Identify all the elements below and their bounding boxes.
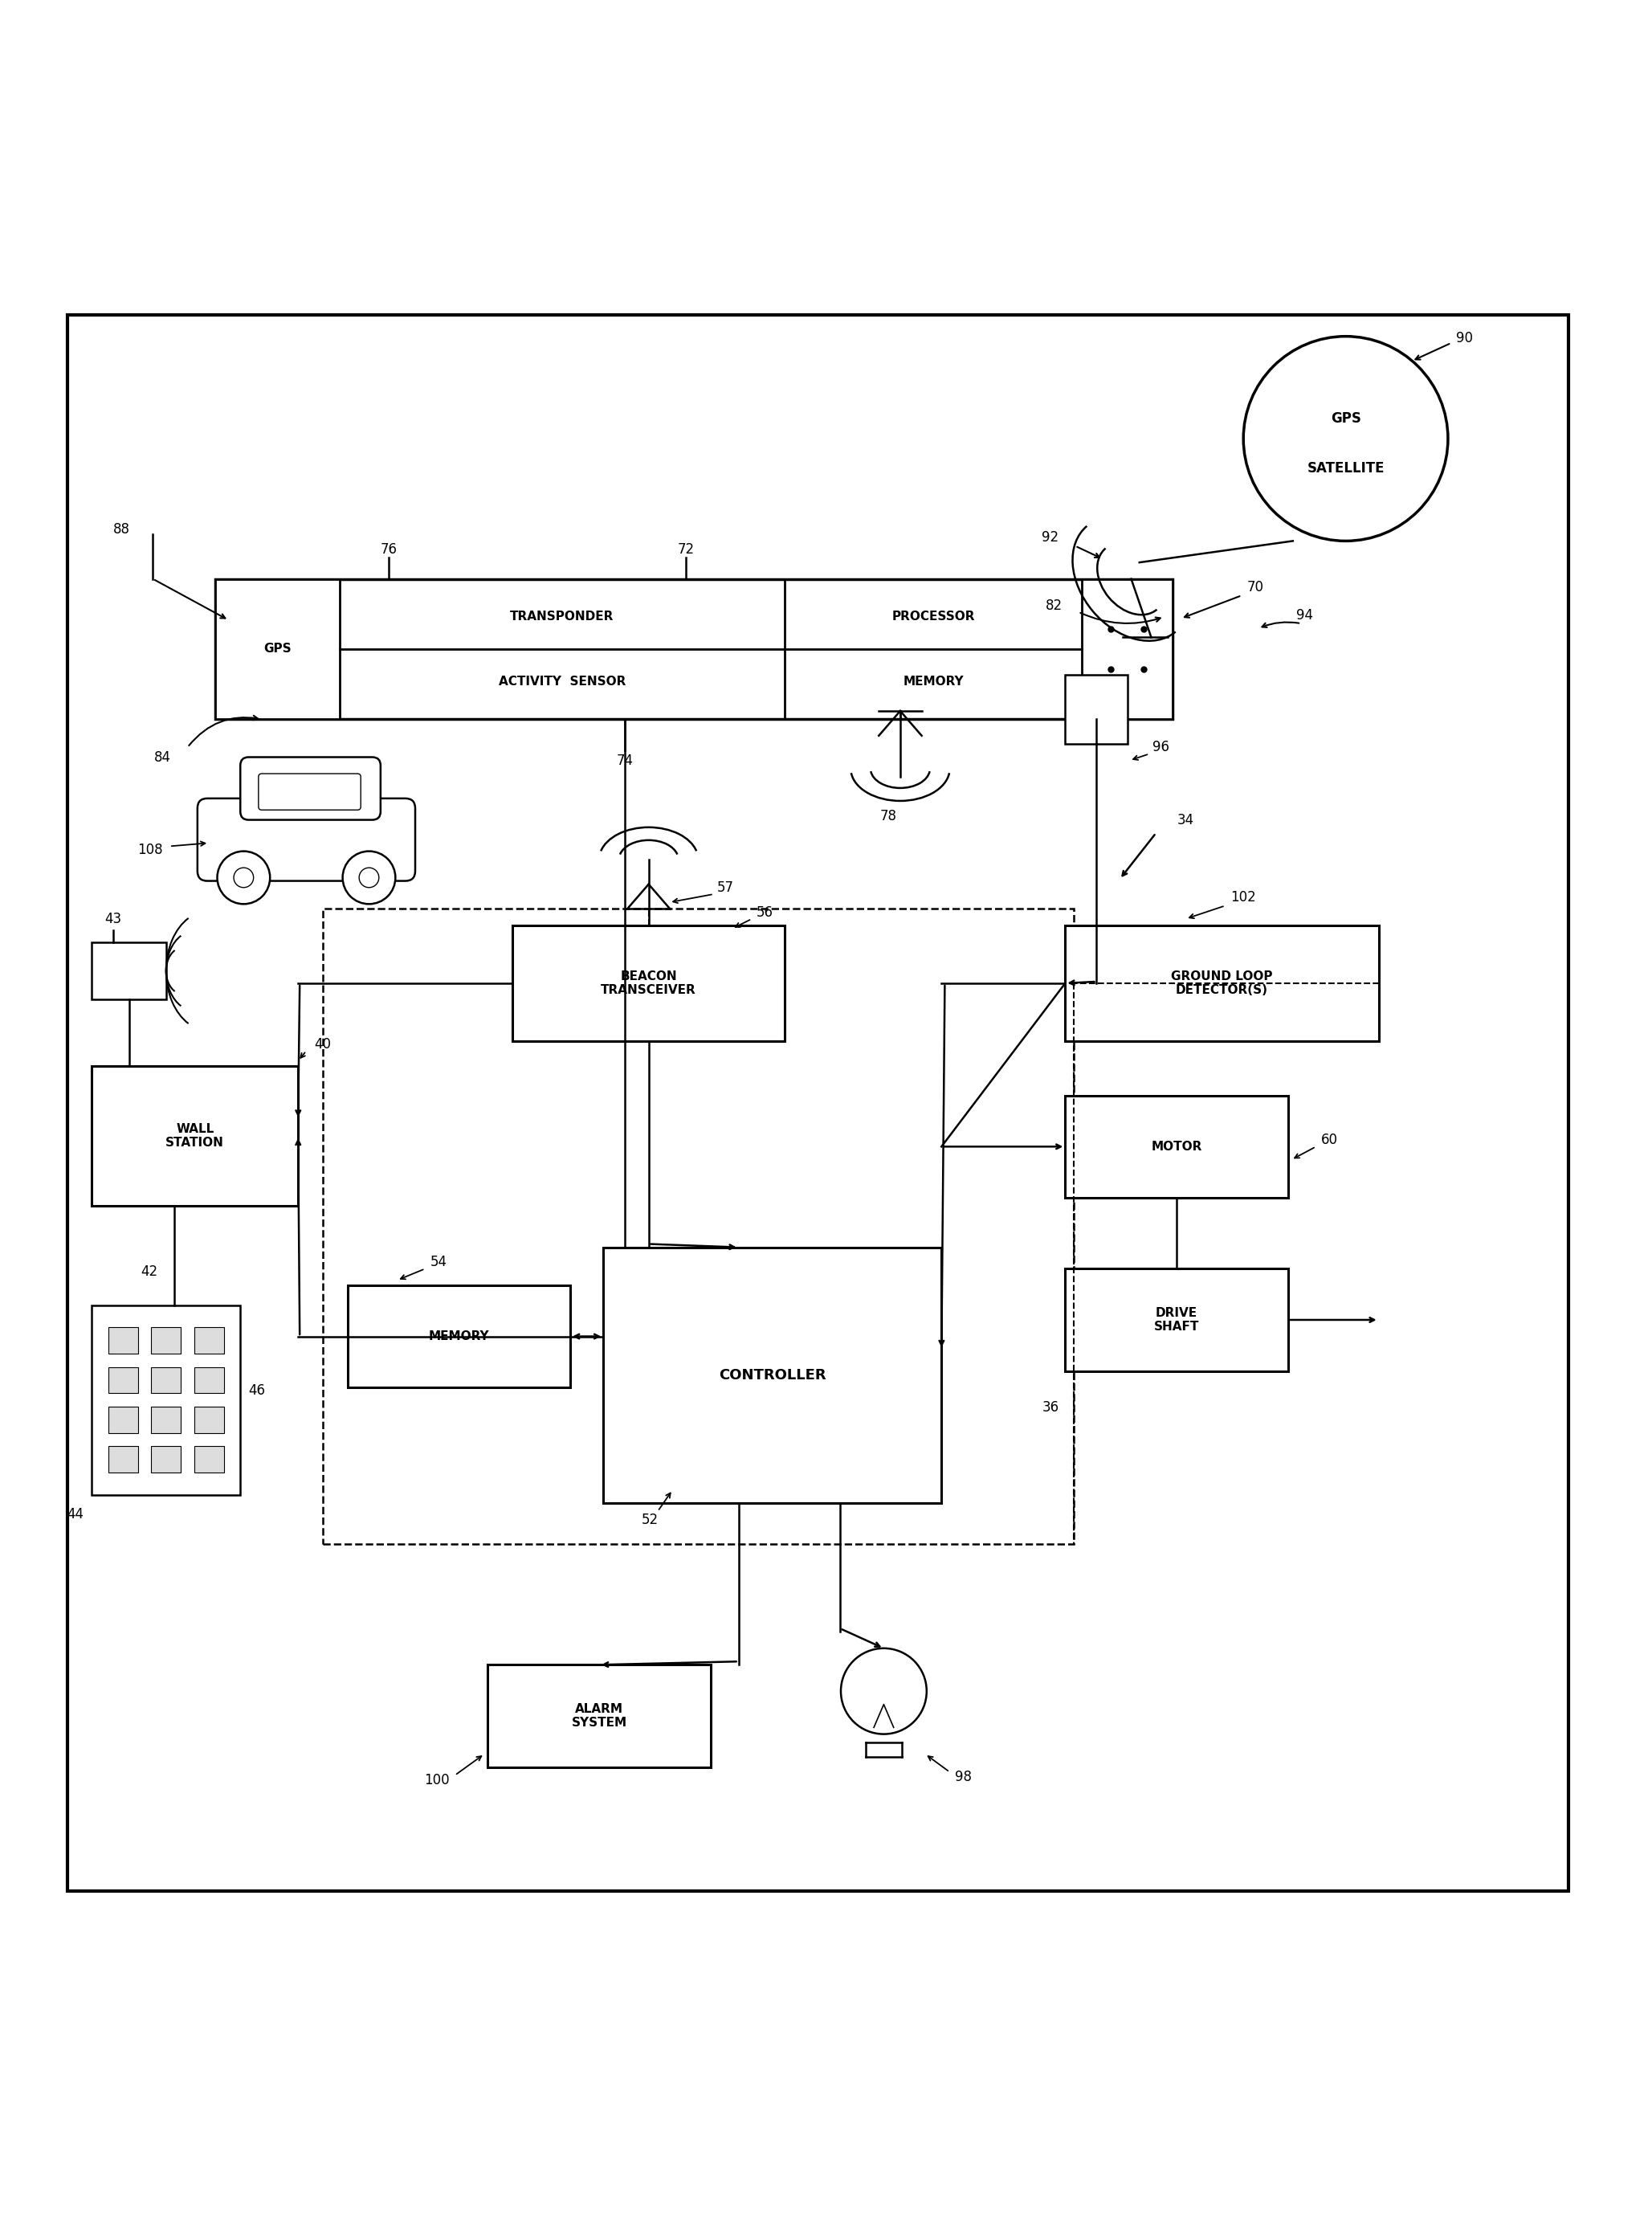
- Text: MEMORY: MEMORY: [904, 675, 963, 686]
- Text: 76: 76: [380, 542, 396, 556]
- Circle shape: [358, 868, 378, 888]
- Text: 56: 56: [757, 906, 773, 919]
- Text: PROCESSOR: PROCESSOR: [892, 611, 975, 622]
- Text: 70: 70: [1247, 580, 1264, 593]
- Bar: [152, 1328, 182, 1353]
- Bar: [93, 1304, 240, 1494]
- Bar: [215, 578, 339, 720]
- Bar: [487, 1665, 710, 1767]
- Text: TRANSPONDER: TRANSPONDER: [510, 611, 615, 622]
- Text: ALARM
SYSTEM: ALARM SYSTEM: [572, 1703, 626, 1729]
- Text: 84: 84: [154, 751, 172, 764]
- Text: DRIVE
SHAFT: DRIVE SHAFT: [1155, 1306, 1199, 1333]
- Text: 74: 74: [616, 753, 633, 768]
- Bar: [152, 1406, 182, 1432]
- Text: 92: 92: [1042, 531, 1059, 545]
- Text: 40: 40: [314, 1036, 332, 1052]
- Bar: [195, 1406, 223, 1432]
- Bar: [1066, 925, 1379, 1041]
- Text: SATELLITE: SATELLITE: [1307, 461, 1384, 476]
- Circle shape: [216, 850, 269, 903]
- Text: WALL
STATION: WALL STATION: [165, 1122, 225, 1149]
- Bar: [195, 1366, 223, 1393]
- Bar: [109, 1446, 139, 1472]
- Bar: [1066, 1269, 1289, 1370]
- Text: 34: 34: [1178, 813, 1194, 828]
- Text: 36: 36: [1042, 1399, 1059, 1415]
- Bar: [512, 925, 785, 1041]
- Text: 57: 57: [717, 881, 733, 894]
- Text: CONTROLLER: CONTROLLER: [719, 1368, 826, 1382]
- Bar: [109, 1366, 139, 1393]
- Text: 54: 54: [430, 1255, 448, 1269]
- Circle shape: [342, 850, 395, 903]
- Text: 100: 100: [425, 1773, 449, 1787]
- Bar: [347, 1284, 570, 1388]
- Text: 108: 108: [137, 841, 164, 857]
- Text: MOTOR: MOTOR: [1151, 1140, 1203, 1153]
- Text: 44: 44: [66, 1508, 84, 1521]
- Bar: [1082, 578, 1173, 720]
- Bar: [195, 1328, 223, 1353]
- Bar: [93, 941, 167, 1001]
- Text: MEMORY: MEMORY: [428, 1331, 489, 1342]
- Text: GPS: GPS: [264, 642, 291, 655]
- Bar: [215, 578, 1173, 720]
- Circle shape: [1244, 337, 1447, 540]
- Bar: [152, 1446, 182, 1472]
- Text: 102: 102: [1231, 890, 1256, 906]
- Text: GROUND LOOP
DETECTOR(S): GROUND LOOP DETECTOR(S): [1171, 970, 1272, 996]
- Text: GPS: GPS: [1330, 412, 1361, 425]
- Bar: [109, 1328, 139, 1353]
- Bar: [322, 910, 1074, 1545]
- FancyBboxPatch shape: [240, 757, 380, 819]
- Text: ACTIVITY  SENSOR: ACTIVITY SENSOR: [499, 675, 626, 686]
- Bar: [109, 1406, 139, 1432]
- Circle shape: [841, 1647, 927, 1734]
- Text: 88: 88: [114, 523, 131, 536]
- Bar: [603, 1246, 942, 1503]
- Text: BEACON
TRANSCEIVER: BEACON TRANSCEIVER: [601, 970, 697, 996]
- Text: 46: 46: [248, 1384, 266, 1397]
- Bar: [195, 1446, 223, 1472]
- Text: 42: 42: [140, 1264, 159, 1280]
- FancyBboxPatch shape: [258, 773, 360, 810]
- Bar: [1066, 1096, 1289, 1198]
- FancyBboxPatch shape: [198, 799, 415, 881]
- Text: 94: 94: [1297, 609, 1313, 622]
- Text: 72: 72: [677, 542, 694, 556]
- Text: 52: 52: [641, 1512, 657, 1528]
- Circle shape: [233, 868, 253, 888]
- Text: 90: 90: [1455, 330, 1474, 345]
- Text: 82: 82: [1046, 598, 1062, 613]
- Bar: [93, 1065, 297, 1207]
- Bar: [1066, 675, 1128, 744]
- Text: 78: 78: [881, 810, 897, 824]
- Text: 98: 98: [955, 1769, 971, 1784]
- Bar: [152, 1366, 182, 1393]
- Text: 60: 60: [1322, 1134, 1338, 1147]
- Text: 96: 96: [1153, 739, 1170, 755]
- Text: 43: 43: [104, 912, 122, 925]
